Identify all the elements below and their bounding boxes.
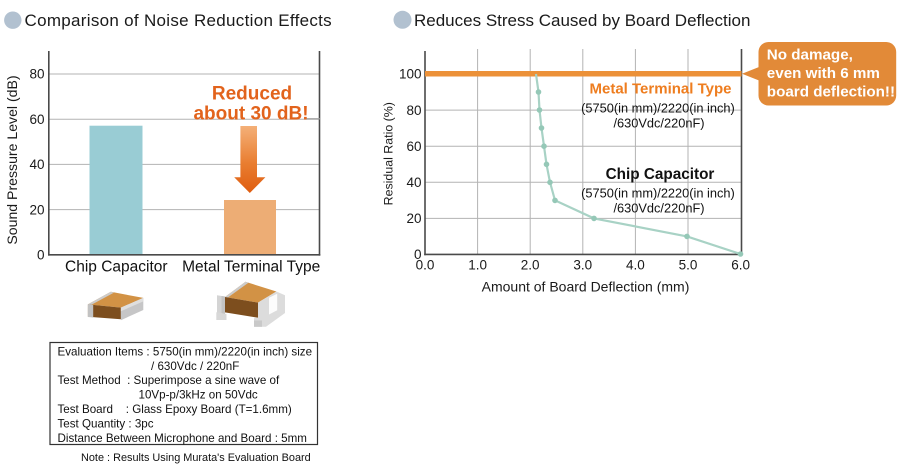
svg-text:Note : Results Using Murata's: Note : Results Using Murata's Evaluation…	[81, 452, 311, 464]
svg-text:80: 80	[406, 103, 421, 118]
svg-text:100: 100	[399, 67, 422, 82]
svg-text:Reduced: Reduced	[212, 84, 292, 105]
svg-text:20: 20	[406, 211, 421, 226]
svg-text:Comparison of Noise Reduction: Comparison of Noise Reduction Effects	[25, 11, 333, 30]
svg-text:3.0: 3.0	[573, 258, 592, 273]
svg-text:Test Method : Superimpose a s: Test Method : Superimpose a sine wave of	[58, 374, 280, 387]
svg-text:even with 6 mm: even with 6 mm	[767, 65, 880, 82]
svg-text:about 30 dB!: about 30 dB!	[193, 104, 308, 125]
svg-text:/ 630Vdc / 220nF: / 630Vdc / 220nF	[151, 360, 239, 373]
svg-text:Test Board : Glass Epoxy Bo: Test Board : Glass Epoxy Board (T=1.6mm)	[58, 403, 292, 416]
svg-text:Metal Terminal Type: Metal Terminal Type	[182, 259, 320, 276]
svg-text:0: 0	[414, 247, 422, 262]
svg-text:1.0: 1.0	[468, 258, 487, 273]
svg-text:No damage,: No damage,	[767, 47, 853, 64]
svg-text:2.0: 2.0	[521, 258, 540, 273]
svg-text:Reduces Stress Caused by Board: Reduces Stress Caused by Board Deflectio…	[414, 11, 750, 30]
svg-text:20: 20	[29, 202, 44, 217]
svg-text:Chip Capacitor: Chip Capacitor	[65, 259, 168, 276]
svg-text:(5750(in mm)/2220(in inch): (5750(in mm)/2220(in inch)	[581, 186, 735, 201]
svg-text:60: 60	[406, 139, 421, 154]
svg-text:Evaluation Items : 5750(in mm): Evaluation Items : 5750(in mm)/2220(in i…	[58, 345, 313, 358]
svg-text:Chip Capacitor: Chip Capacitor	[606, 166, 715, 183]
svg-text:60: 60	[29, 112, 44, 127]
svg-text:Amount of Board Deflection (mm: Amount of Board Deflection (mm)	[482, 279, 690, 295]
svg-text:0: 0	[37, 248, 45, 263]
svg-text:40: 40	[29, 157, 44, 172]
svg-text:4.0: 4.0	[626, 258, 645, 273]
svg-text:/630Vdc/220nF): /630Vdc/220nF)	[613, 201, 704, 216]
svg-text:40: 40	[406, 175, 421, 190]
svg-text:Sound Pressure Level (dB): Sound Pressure Level (dB)	[4, 75, 20, 244]
svg-text:6.0: 6.0	[731, 258, 750, 273]
svg-text:board deflection!!: board deflection!!	[767, 84, 895, 101]
svg-text:5.0: 5.0	[679, 258, 698, 273]
svg-text:10Vp-p/3kHz on 50Vdc: 10Vp-p/3kHz on 50Vdc	[139, 389, 258, 402]
svg-text:80: 80	[29, 67, 44, 82]
svg-text:0.0: 0.0	[416, 258, 435, 273]
svg-text:Distance Between Microphone an: Distance Between Microphone and Board : …	[58, 432, 307, 445]
svg-text:Test Quantity : 3pc: Test Quantity : 3pc	[58, 417, 154, 430]
svg-text:Metal Terminal Type: Metal Terminal Type	[590, 81, 732, 98]
svg-text:/630Vdc/220nF): /630Vdc/220nF)	[613, 116, 704, 131]
svg-text:Residual Ratio (%): Residual Ratio (%)	[382, 102, 396, 205]
svg-text:(5750(in mm)/2220(in inch): (5750(in mm)/2220(in inch)	[581, 101, 735, 116]
